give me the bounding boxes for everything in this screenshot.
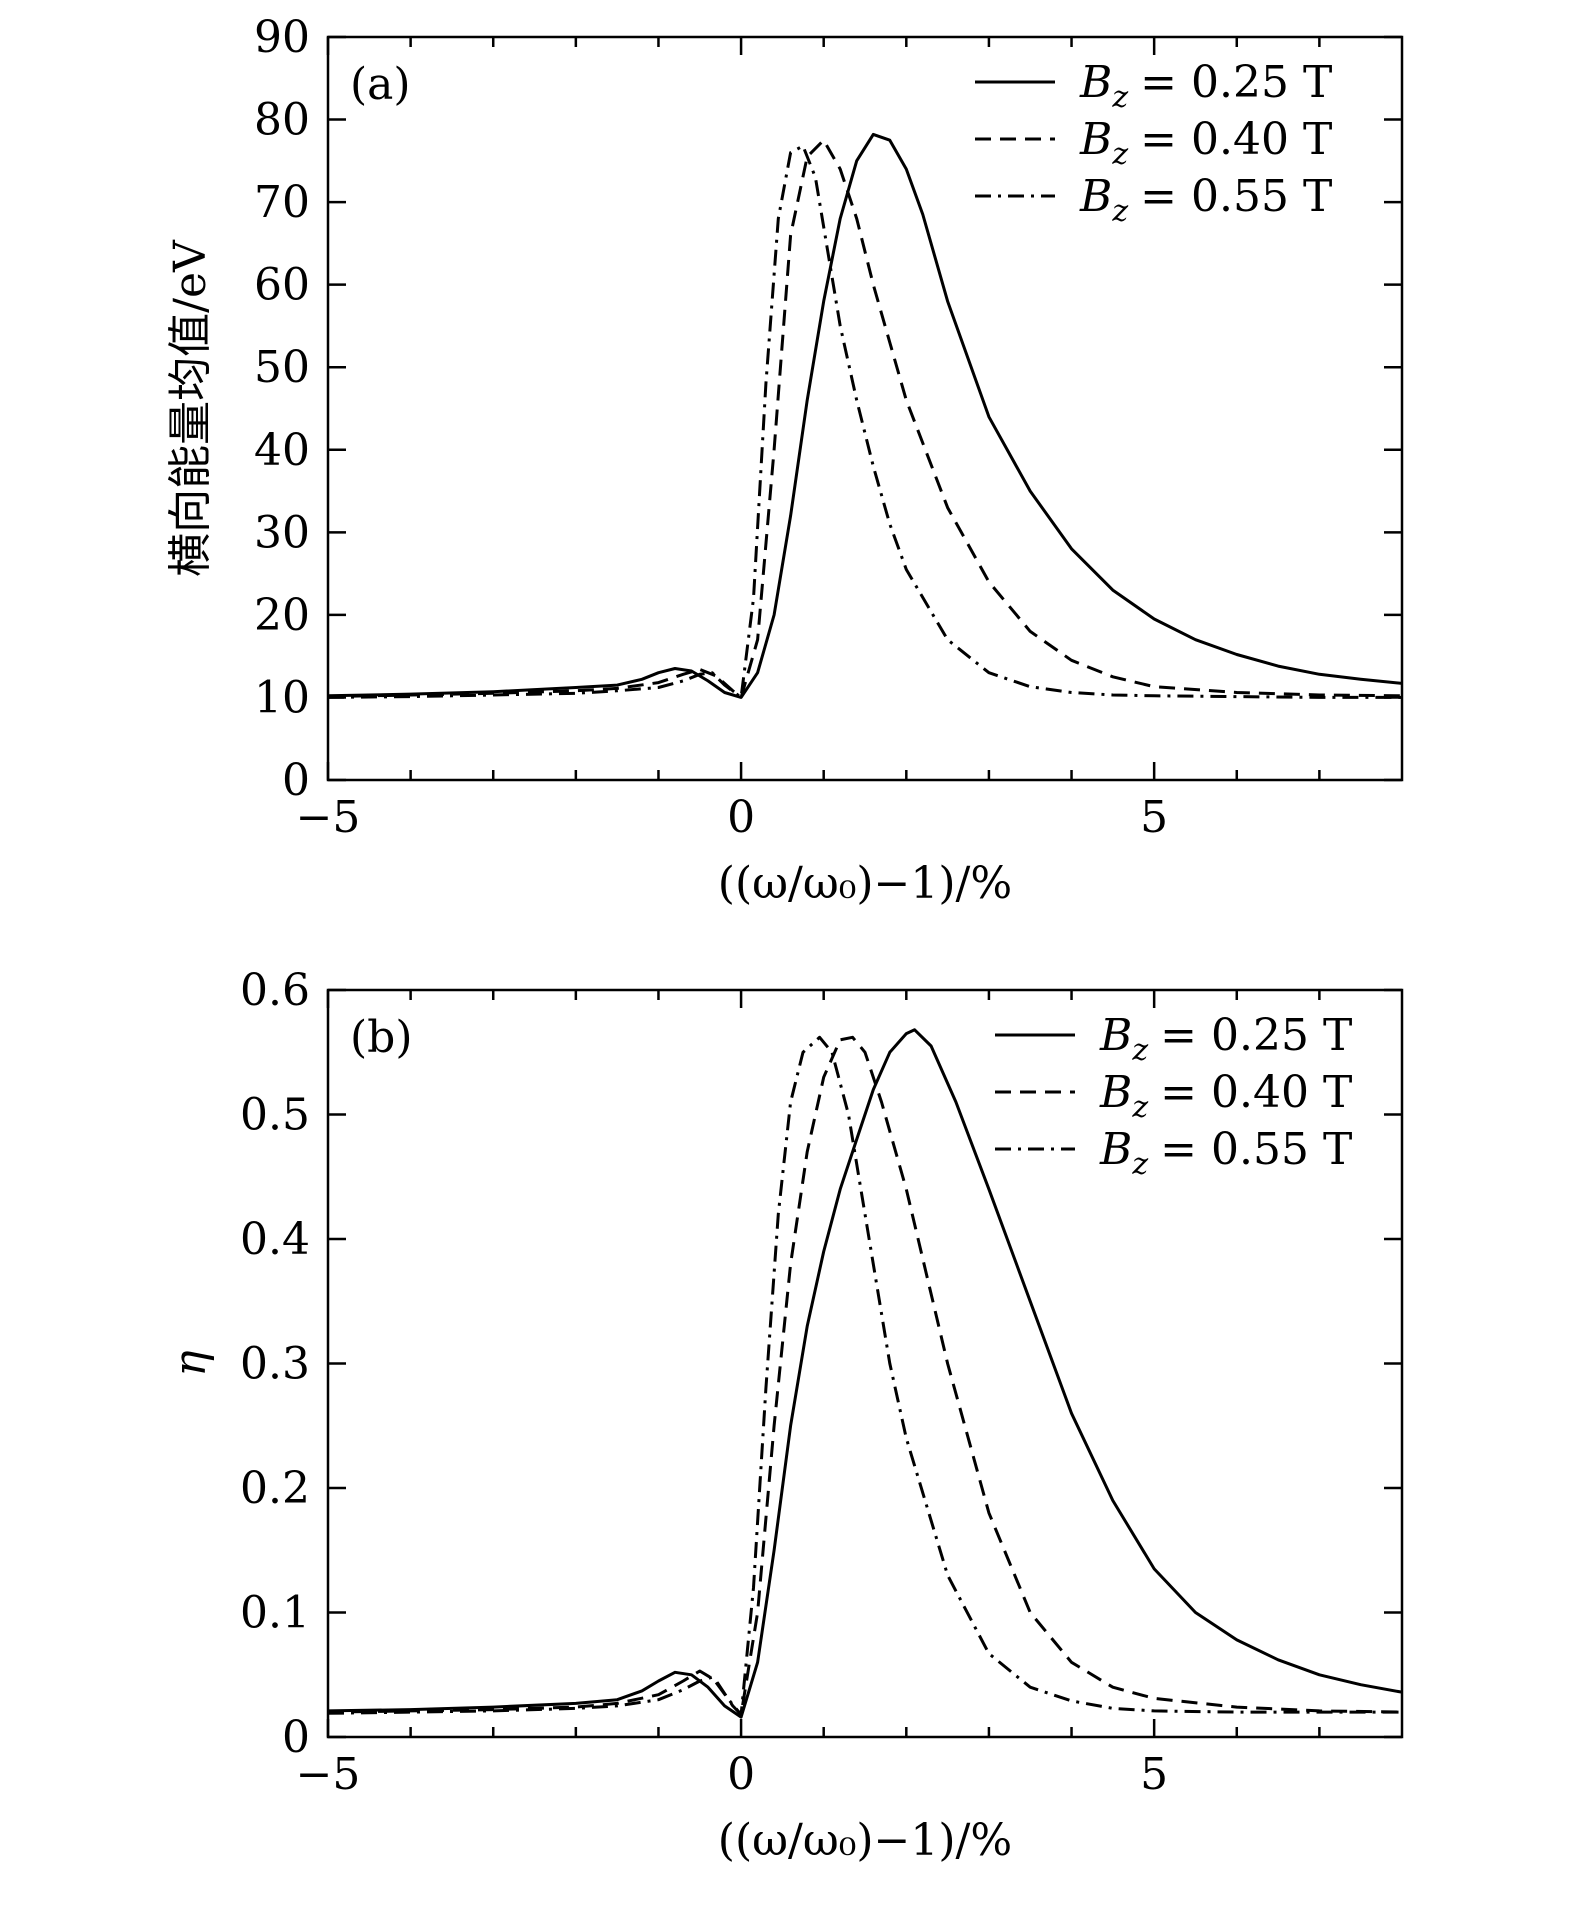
y-tick-label: 0 [282, 755, 310, 806]
x-axis-label: ((ω/ω₀)−1)/% [718, 858, 1012, 909]
panel-label: (a) [350, 59, 411, 110]
legend-label: Bz = 0.40 T [1079, 114, 1332, 172]
y-tick-label: 20 [254, 590, 310, 641]
series-line-dashdot [328, 1035, 1402, 1717]
series-line-dashed [328, 138, 1402, 699]
legend-label: Bz = 0.55 T [1079, 171, 1332, 229]
x-tick-label: 0 [727, 1749, 755, 1800]
x-tick-label: 5 [1140, 792, 1168, 843]
plot-frame [326, 35, 1404, 782]
y-tick-label: 70 [254, 177, 310, 228]
series-line-dashdot [328, 144, 1402, 699]
y-tick-label: 40 [254, 425, 310, 476]
y-tick-label: 0.2 [240, 1463, 310, 1514]
x-tick-label: −5 [296, 792, 361, 843]
y-tick-label: 0.5 [240, 1090, 310, 1141]
y-tick-label: 50 [254, 342, 310, 393]
legend-label: Bz = 0.40 T [1099, 1067, 1352, 1125]
legend-label: Bz = 0.25 T [1099, 1010, 1352, 1068]
x-tick-label: 0 [727, 792, 755, 843]
x-axis-label: ((ω/ω₀)−1)/% [718, 1815, 1012, 1866]
y-tick-label: 0.3 [240, 1339, 310, 1390]
y-tick-label: 90 [254, 12, 310, 63]
series-line-solid [328, 1028, 1402, 1719]
y-tick-label: 0.6 [240, 965, 310, 1016]
chart-panel-b: 00.10.20.30.40.50.6−5 0 5((ω/ω₀)−1)/%η(b) B… [165, 965, 1404, 1866]
legend-label: Bz = 0.25 T [1079, 57, 1332, 115]
series-line-dashed [328, 1035, 1402, 1717]
x-tick-label: −5 [296, 1749, 361, 1800]
y-tick-label: 80 [254, 95, 310, 146]
y-tick-label: 60 [254, 260, 310, 311]
legend-label: Bz = 0.55 T [1099, 1124, 1352, 1182]
x-tick-label: 5 [1140, 1749, 1168, 1800]
y-tick-label: 0.4 [240, 1214, 310, 1265]
series-line-solid [328, 132, 1402, 699]
y-axis-label: 横向能量均值/eV [165, 239, 216, 577]
y-tick-label: 30 [254, 507, 310, 558]
y-tick-label: 10 [254, 672, 310, 723]
y-tick-label: 0.1 [240, 1588, 310, 1639]
y-axis-label: η [165, 1350, 216, 1376]
y-tick-label: 0 [282, 1712, 310, 1763]
panel-label: (b) [350, 1012, 413, 1063]
